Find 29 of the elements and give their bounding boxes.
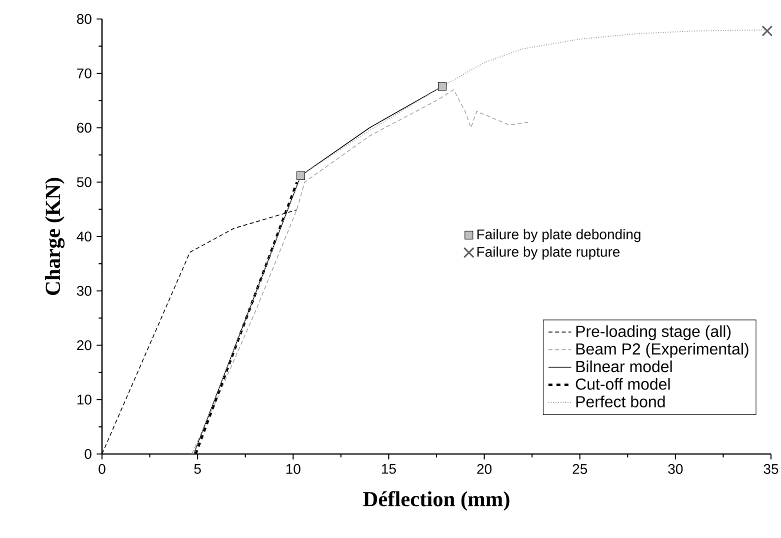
x-tick-label: 0 (98, 464, 106, 474)
x-tick-label: 5 (194, 464, 201, 474)
x-tick-label: 10 (286, 464, 300, 474)
y-tick-label: 20 (77, 340, 92, 350)
point (296, 171, 306, 180)
y-tick-label: 30 (76, 286, 92, 296)
x-tick-label: 25 (572, 464, 588, 474)
y-tick-label: 40 (76, 232, 92, 242)
legend-label: Failure by plate rupture (477, 246, 620, 260)
y-tick-label: 0 (84, 449, 92, 459)
y-tick-label: 50 (76, 177, 92, 188)
x-tick-label: 20 (477, 464, 492, 474)
x-tick-label: 15 (382, 464, 396, 474)
x-tick-label: 35 (764, 464, 778, 474)
point (438, 82, 447, 91)
legend-label: Beam P2 (Experimental) (576, 342, 748, 358)
legend-label: Bilnear model (576, 360, 672, 372)
legend-label: Pre-loading stage (all) (576, 325, 731, 340)
y-tick-label: 60 (77, 122, 92, 133)
y-tick-label: 10 (77, 394, 92, 405)
x-tick-label: 30 (668, 464, 683, 474)
y-tick-label: 70 (77, 68, 92, 78)
point (762, 25, 773, 36)
legend-label: Perfect bond (576, 396, 665, 408)
y-axis-title: Charge (KN) (45, 178, 65, 295)
legend-label: Failure by plate debonding (477, 229, 640, 242)
legend-label: Cut-off model (576, 378, 670, 390)
y-tick-label: 80 (77, 14, 92, 24)
x-axis-title: Déflection (mm) (363, 491, 510, 511)
